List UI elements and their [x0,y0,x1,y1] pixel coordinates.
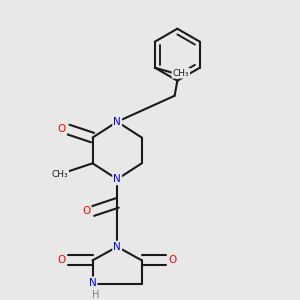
Text: N: N [89,278,96,288]
Text: N: N [113,242,121,252]
Text: O: O [82,206,91,216]
Text: O: O [58,255,66,266]
Text: H: H [92,290,99,300]
Text: N: N [113,117,121,127]
Text: N: N [113,174,121,184]
Text: CH₃: CH₃ [51,170,68,179]
Text: CH₃: CH₃ [172,69,189,78]
Text: O: O [168,255,177,266]
Text: O: O [58,124,66,134]
